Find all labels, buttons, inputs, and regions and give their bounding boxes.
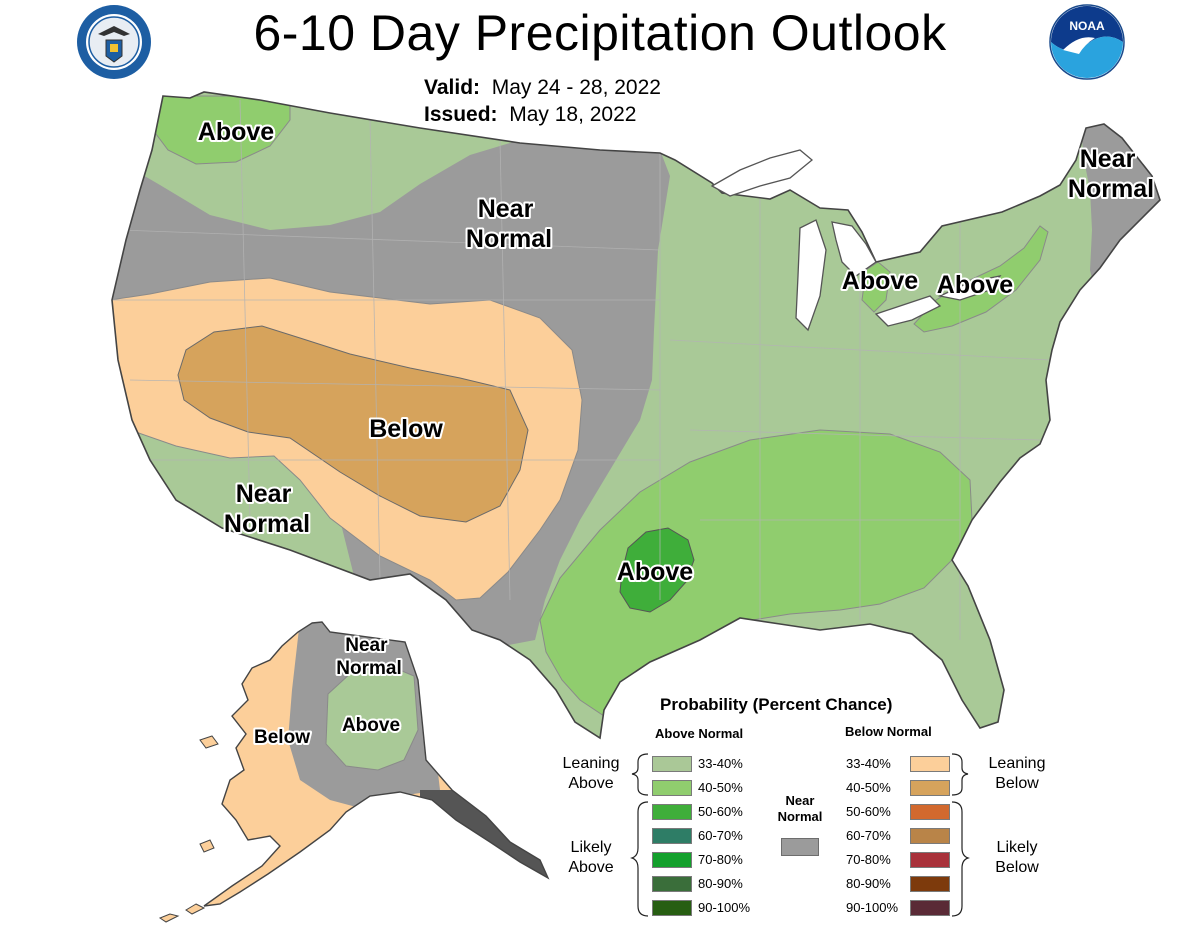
legend-braces: [630, 753, 970, 917]
legend-above-swatch: [652, 756, 692, 772]
legend-leaning-below: Leaning Below: [988, 755, 1046, 792]
legend-title: Probability (Percent Chance): [660, 695, 893, 714]
great-lakes: [710, 149, 1002, 332]
legend-above-range-label: 80-90%: [698, 876, 743, 891]
legend-below-swatch: [910, 756, 950, 772]
svg-text:NOAA: NOAA: [1069, 19, 1105, 33]
department-of-commerce-seal-icon: [77, 5, 151, 79]
issued-label: Issued:: [424, 103, 498, 126]
legend-below-range-label: 90-100%: [846, 900, 899, 915]
legend-near-normal-label: Near Normal: [777, 793, 823, 824]
label-southern-california-near-normal: Near Normal: [224, 480, 310, 538]
legend-near-normal-swatch: [781, 838, 819, 856]
legend-below-range-label: 50-60%: [846, 804, 891, 819]
legend-below-swatch: [910, 828, 950, 844]
legend-above-header: Above Normal: [655, 726, 744, 741]
label-alaska-below: Below: [254, 727, 310, 748]
legend-likely-above: Likely Above: [568, 839, 614, 876]
legend-likely-below: Likely Below: [995, 839, 1039, 876]
legend-above-range-label: 33-40%: [698, 756, 743, 771]
label-alaska-above: Above: [342, 715, 400, 736]
date-block: Valid: May 24 - 28, 2022 Issued: May 18,…: [424, 74, 661, 128]
legend-below-swatch: [910, 804, 950, 820]
legend-above-range-label: 70-80%: [698, 852, 743, 867]
legend-below-swatch: [910, 900, 950, 916]
legend-below-swatch: [910, 876, 950, 892]
legend-above-range-label: 40-50%: [698, 780, 743, 795]
legend-below-range-label: 60-70%: [846, 828, 891, 843]
legend-below-swatch: [910, 780, 950, 796]
label-southern-plains-above: Above: [617, 558, 694, 586]
legend-above-range-label: 60-70%: [698, 828, 743, 843]
label-northern-plains-near-normal: Near Normal: [466, 195, 552, 253]
label-great-lakes-west-above: Above: [842, 267, 919, 295]
page-title: 6-10 Day Precipitation Outlook: [253, 5, 947, 61]
valid-label: Valid:: [424, 76, 481, 99]
label-southwest-below: Below: [369, 415, 443, 443]
legend-below-swatch: [910, 852, 950, 868]
legend-below-range-label: 33-40%: [846, 756, 891, 771]
legend-below-range-label: 40-50%: [846, 780, 891, 795]
legend-above-range-label: 90-100%: [698, 900, 751, 915]
noaa-logo-icon: NOAA: [1049, 4, 1125, 80]
legend-leaning-above: Leaning Above: [562, 755, 620, 792]
issued-value: May 18, 2022: [509, 103, 637, 126]
label-great-lakes-east-above: Above: [937, 271, 1014, 299]
legend-above-swatch: [652, 780, 692, 796]
label-alaska-near-normal: Near Normal: [336, 635, 401, 679]
legend-below-header: Below Normal: [845, 724, 932, 739]
legend-below-range-label: 70-80%: [846, 852, 891, 867]
legend-above-swatch: [652, 804, 692, 820]
legend-above-swatch: [652, 876, 692, 892]
legend-above-swatch: [652, 852, 692, 868]
label-pacific-nw-above: Above: [198, 118, 275, 146]
legend-above-swatch: [652, 900, 692, 916]
legend-below-range-label: 80-90%: [846, 876, 891, 891]
label-new-england-near-normal: Near Normal: [1068, 145, 1154, 203]
legend-above-swatch: [652, 828, 692, 844]
legend-above-range-label: 50-60%: [698, 804, 743, 819]
valid-value: May 24 - 28, 2022: [491, 76, 661, 99]
